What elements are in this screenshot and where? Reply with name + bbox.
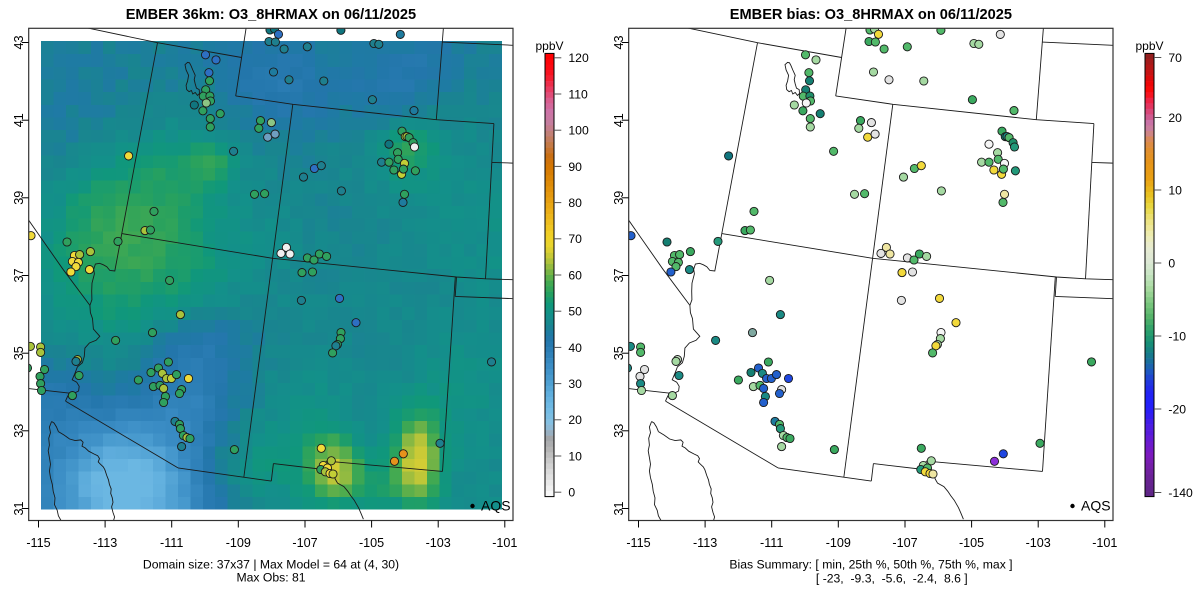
svg-text:AQS: AQS — [481, 497, 511, 513]
svg-text:-101: -101 — [1092, 536, 1117, 550]
svg-text:10: 10 — [1168, 183, 1182, 197]
svg-text:50: 50 — [568, 305, 582, 319]
svg-text:[ -23, -9.3, -5.6, -2.4, 8: [ -23, -9.3, -5.6, -2.4, 8.6 ] — [816, 571, 968, 585]
svg-text:-105: -105 — [359, 536, 384, 550]
svg-text:37: 37 — [612, 268, 626, 282]
svg-text:-111: -111 — [160, 536, 183, 550]
svg-text:0: 0 — [568, 486, 575, 500]
svg-text:37: 37 — [12, 268, 26, 282]
svg-text:-20: -20 — [1168, 402, 1186, 416]
svg-text:Domain size: 37x37 | Max Model: Domain size: 37x37 | Max Model = 64 at (… — [143, 558, 399, 572]
svg-text:39: 39 — [12, 191, 26, 205]
svg-text:-107: -107 — [892, 536, 917, 550]
svg-text:120: 120 — [568, 51, 589, 65]
svg-text:41: 41 — [12, 113, 26, 127]
svg-text:-101: -101 — [492, 536, 517, 550]
svg-text:Bias Summary: [ min, 25th %, 5: Bias Summary: [ min, 25th %, 50th %, 75t… — [729, 558, 1012, 572]
svg-text:80: 80 — [568, 196, 582, 210]
svg-text:90: 90 — [568, 160, 582, 174]
svg-text:20: 20 — [1168, 111, 1182, 125]
svg-text:43: 43 — [612, 35, 626, 49]
svg-text:-115: -115 — [26, 536, 50, 550]
svg-text:33: 33 — [12, 424, 26, 438]
svg-text:110: 110 — [568, 87, 588, 101]
svg-text:100: 100 — [568, 124, 589, 138]
svg-text:-140: -140 — [1168, 486, 1193, 500]
svg-text:Max Obs: 81: Max Obs: 81 — [236, 570, 305, 584]
svg-text:EMBER bias: O3_8HRMAX on 06/11: EMBER bias: O3_8HRMAX on 06/11/2025 — [730, 7, 1012, 23]
svg-text:-111: -111 — [760, 536, 783, 550]
svg-text:31: 31 — [612, 501, 626, 515]
svg-text:10: 10 — [568, 449, 582, 463]
svg-text:33: 33 — [612, 424, 626, 438]
svg-text:60: 60 — [568, 268, 582, 282]
svg-text:-103: -103 — [1026, 536, 1051, 550]
svg-text:43: 43 — [12, 35, 26, 49]
svg-text:41: 41 — [612, 113, 626, 127]
svg-text:70: 70 — [1168, 51, 1182, 65]
svg-text:31: 31 — [12, 501, 26, 515]
svg-text:-109: -109 — [226, 536, 251, 550]
svg-text:-109: -109 — [826, 536, 851, 550]
svg-text:-107: -107 — [292, 536, 317, 550]
svg-text:0: 0 — [1168, 256, 1175, 270]
svg-text:-10: -10 — [1168, 329, 1186, 343]
svg-text:ppbV: ppbV — [535, 39, 563, 53]
svg-text:-113: -113 — [93, 536, 117, 550]
svg-text:AQS: AQS — [1081, 497, 1111, 513]
svg-text:-113: -113 — [693, 536, 717, 550]
svg-text:EMBER 36km: O3_8HRMAX on 06/11: EMBER 36km: O3_8HRMAX on 06/11/2025 — [126, 7, 416, 23]
svg-text:35: 35 — [12, 346, 26, 360]
svg-text:20: 20 — [568, 413, 582, 427]
svg-text:39: 39 — [612, 191, 626, 205]
svg-text:-105: -105 — [959, 536, 984, 550]
svg-text:-103: -103 — [426, 536, 451, 550]
svg-text:40: 40 — [568, 341, 582, 355]
svg-text:ppbV: ppbV — [1135, 39, 1163, 53]
svg-text:70: 70 — [568, 232, 582, 246]
svg-text:30: 30 — [568, 377, 582, 391]
svg-text:-115: -115 — [626, 536, 650, 550]
svg-text:35: 35 — [612, 346, 626, 360]
